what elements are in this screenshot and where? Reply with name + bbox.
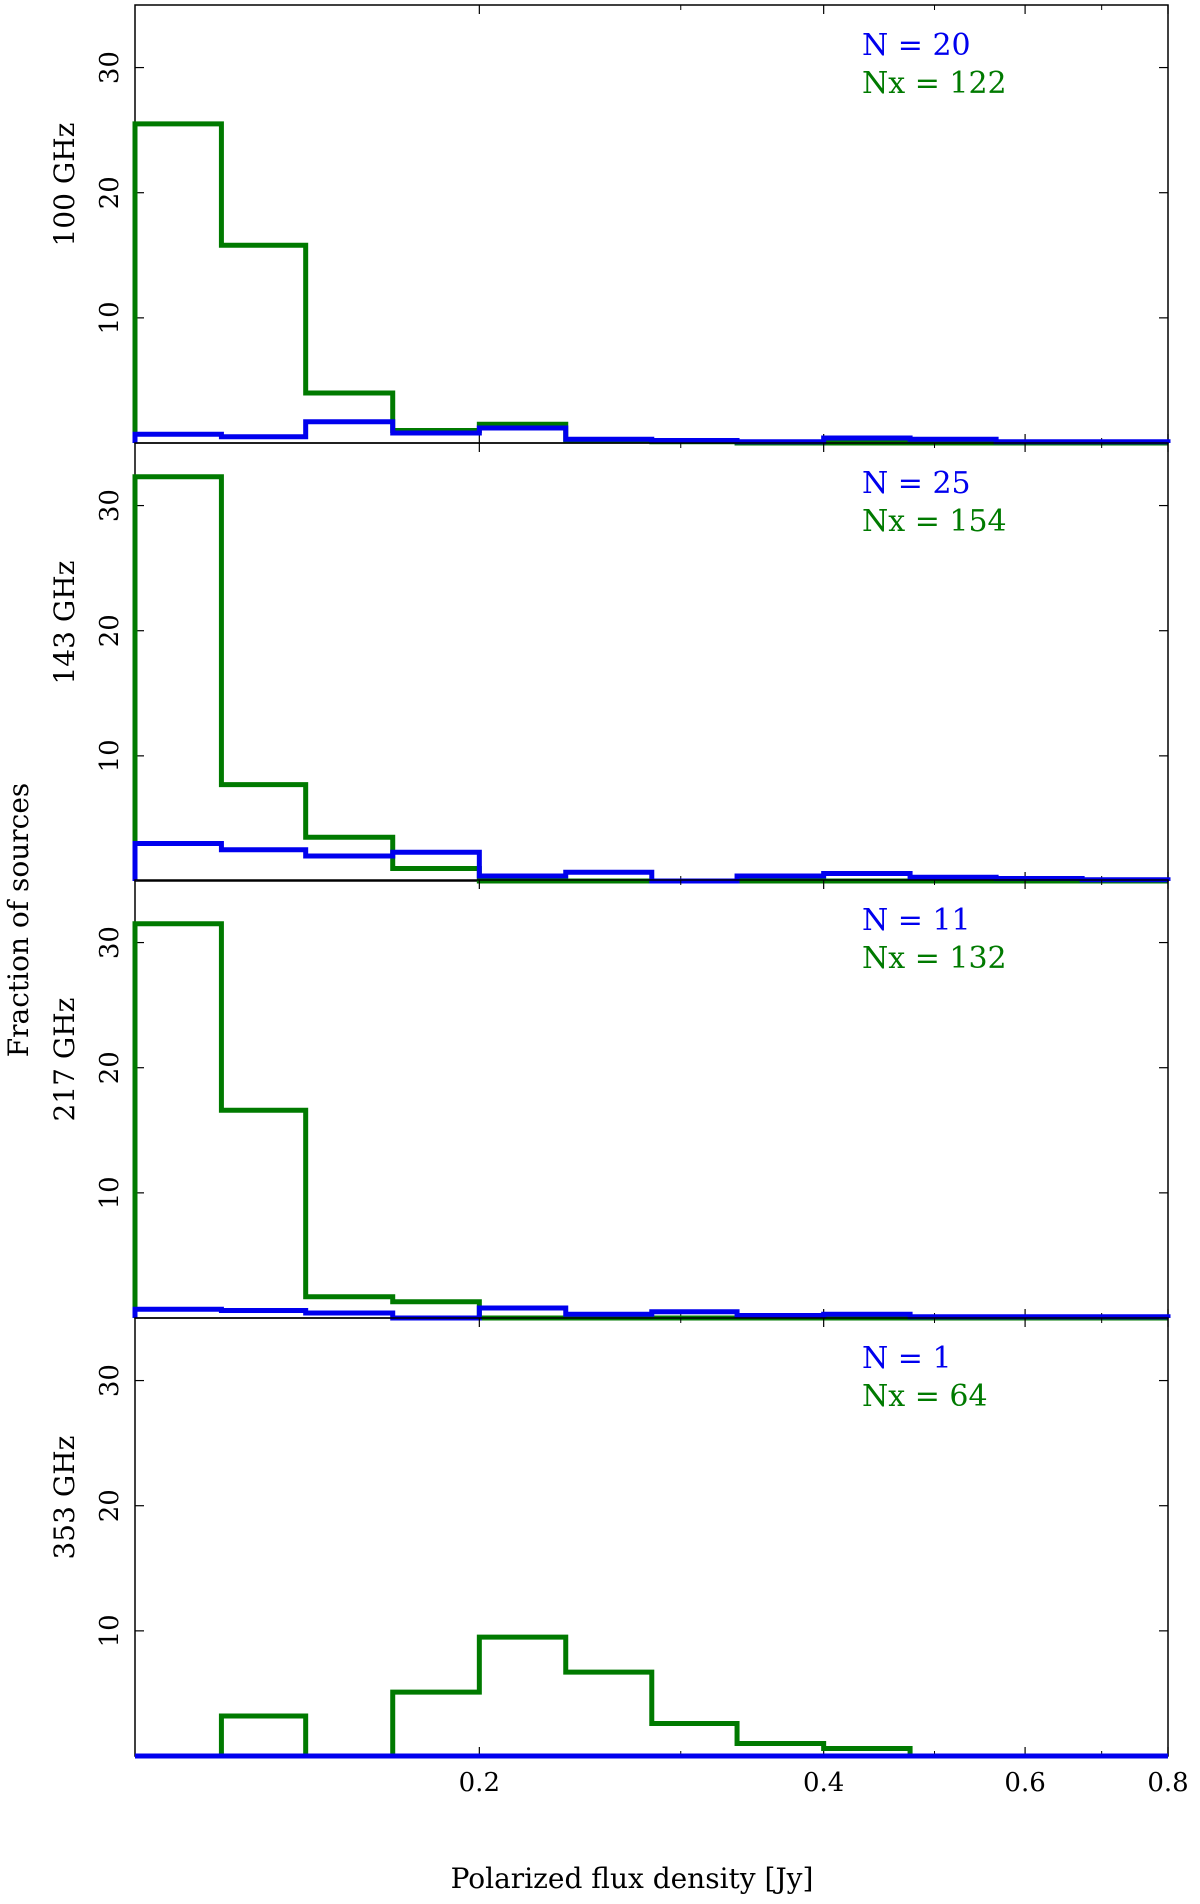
y-tick-label: 10 xyxy=(95,301,125,334)
n-count-label: N = 1 xyxy=(862,1341,952,1376)
panel-frame xyxy=(134,4,1169,444)
y-tick-label: 30 xyxy=(95,51,125,84)
y-tick-label: 10 xyxy=(95,1614,125,1647)
x-tick-label: 0.2 xyxy=(459,1768,500,1798)
y-tick-label: 30 xyxy=(95,489,125,522)
panel-frequency-label: 353 GHz xyxy=(48,1436,81,1560)
histogram-n-series xyxy=(132,419,1171,445)
x-tick-label: 0.6 xyxy=(1004,1768,1045,1798)
histogram-nx-series xyxy=(132,921,1168,1321)
y-tick-label: 10 xyxy=(95,739,125,772)
nx-count-label: Nx = 122 xyxy=(862,66,1007,101)
panel-frequency-label: 143 GHz xyxy=(48,561,81,685)
y-tick-label: 30 xyxy=(95,926,125,959)
panel-frame xyxy=(134,442,1169,882)
y-tick-label: 20 xyxy=(95,176,125,209)
histogram-nx-series xyxy=(135,1634,1168,1759)
nx-count-label: Nx = 64 xyxy=(862,1379,988,1414)
histogram-n-series xyxy=(132,1305,1171,1321)
n-count-label: N = 25 xyxy=(862,466,971,501)
histogram-n-series xyxy=(132,840,1171,884)
panel-frame xyxy=(134,879,1169,1319)
y-tick-label: 10 xyxy=(95,1176,125,1209)
n-count-label: N = 20 xyxy=(862,28,971,63)
y-tick-label: 20 xyxy=(95,1489,125,1522)
nx-count-label: Nx = 154 xyxy=(862,504,1007,539)
n-count-label: N = 11 xyxy=(862,903,971,938)
histogram-nx-series xyxy=(132,121,1168,446)
x-tick-label: 0.8 xyxy=(1147,1768,1188,1798)
panel-4: 10 20 30 353 GHz N = 1Nx = 64 0.2 0.4 0.6 0.8 xyxy=(48,1317,1189,1798)
y-axis-label: Fraction of sources xyxy=(2,783,35,1058)
y-tick-label: 20 xyxy=(95,614,125,647)
x-tick-label: 0.4 xyxy=(803,1768,844,1798)
y-tick-label: 20 xyxy=(95,1051,125,1084)
panel-frequency-label: 217 GHz xyxy=(48,998,81,1122)
histogram-nx-series xyxy=(132,474,1168,884)
x-axis-label: Polarized flux density [Jy] xyxy=(451,1862,814,1895)
nx-count-label: Nx = 132 xyxy=(862,941,1007,976)
y-tick-label: 30 xyxy=(95,1364,125,1397)
panel-frequency-label: 100 GHz xyxy=(48,123,81,247)
